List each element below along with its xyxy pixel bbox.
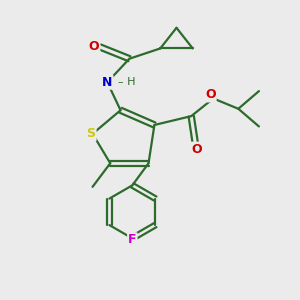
Text: F: F xyxy=(128,233,136,246)
Text: – H: – H xyxy=(118,77,136,87)
Text: S: S xyxy=(87,127,96,140)
Text: O: O xyxy=(205,88,216,101)
Text: O: O xyxy=(192,142,203,156)
Text: O: O xyxy=(89,40,99,53)
Text: N: N xyxy=(102,76,112,89)
